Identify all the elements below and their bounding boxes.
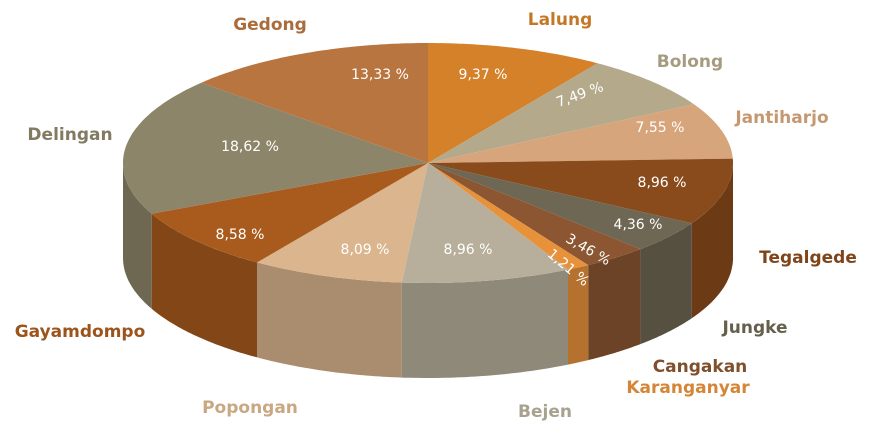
- slice-side: [640, 223, 692, 345]
- value-label: 18,62 %: [221, 139, 279, 155]
- category-label: Popongan: [202, 398, 298, 418]
- slice: [151, 163, 428, 263]
- slice: [428, 163, 589, 270]
- slice: [257, 163, 428, 283]
- value-label: 4,36 %: [614, 217, 663, 233]
- value-label: 13,33 %: [351, 67, 409, 83]
- category-label: Delingan: [27, 125, 112, 145]
- slice-side: [151, 213, 258, 358]
- slice-side: [588, 249, 641, 361]
- slice: [428, 63, 694, 164]
- category-label: Cangakan: [653, 357, 748, 377]
- slice: [428, 163, 641, 266]
- slice-side: [691, 163, 733, 319]
- value-label: 8,96 %: [638, 175, 687, 191]
- category-label: Lalung: [528, 10, 593, 30]
- category-label: Gedong: [233, 15, 307, 35]
- slice-side: [401, 269, 568, 378]
- slice: [428, 163, 692, 250]
- value-label: 8,09 %: [341, 242, 390, 258]
- value-label: 7,55 %: [636, 120, 685, 136]
- category-label: Bejen: [518, 402, 572, 422]
- category-label: Jungke: [721, 318, 787, 338]
- slice-side: [568, 265, 589, 365]
- value-label: 8,96 %: [444, 242, 493, 258]
- category-label: Jantiharjo: [734, 108, 828, 128]
- category-label: Gayamdompo: [15, 322, 146, 342]
- slice: [428, 158, 733, 224]
- slice: [428, 104, 733, 163]
- slice: [123, 82, 428, 214]
- slice-side: [257, 262, 402, 378]
- category-label: Bolong: [657, 52, 723, 72]
- slice: [401, 163, 568, 283]
- value-label: 8,58 %: [216, 227, 265, 243]
- category-label: Karanganyar: [626, 378, 750, 398]
- slice-side: [123, 163, 152, 309]
- value-label: 9,37 %: [459, 67, 508, 83]
- slice: [428, 43, 598, 163]
- slice: [201, 43, 428, 163]
- category-label: Tegalgede: [759, 248, 857, 268]
